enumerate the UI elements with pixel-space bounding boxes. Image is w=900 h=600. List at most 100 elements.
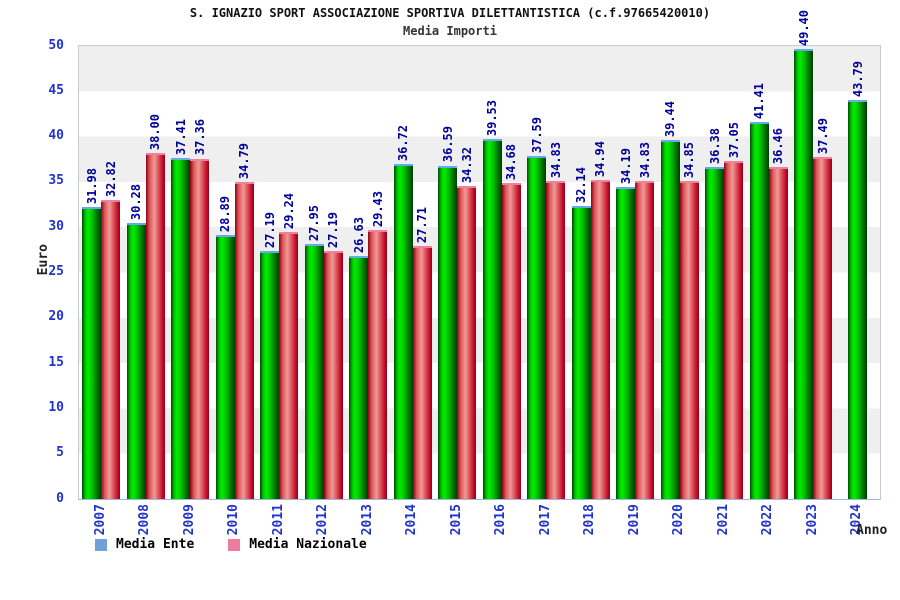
- bar-media-ente-2015: 36.59: [438, 126, 458, 499]
- value-label: 38.00: [148, 113, 163, 150]
- value-label: 27.95: [307, 204, 322, 241]
- x-tick-2011: 2011: [256, 504, 301, 535]
- bar-group-2024: 43.79: [836, 46, 881, 499]
- value-label: 37.36: [192, 119, 207, 156]
- bar-group-2012: 27.95 27.19: [302, 46, 347, 499]
- bar-groups: 31.98 32.82 30.28 38.00 37.41 37.36 28.89 34.79…: [79, 10, 881, 499]
- bar-media-nazionale-2018: 34.94: [590, 141, 610, 499]
- value-label: 34.94: [593, 141, 608, 178]
- x-tick-label: 2014: [404, 504, 420, 536]
- value-label: 36.38: [707, 128, 722, 165]
- x-tick-label: 2008: [137, 504, 153, 536]
- x-tick-2016: 2016: [479, 504, 524, 535]
- bar-media-ente-2012: 27.95: [304, 205, 324, 499]
- bar-media-nazionale-2021: 37.05: [724, 122, 744, 499]
- x-tick-2017: 2017: [523, 504, 568, 535]
- y-tick-label: 0: [56, 490, 64, 506]
- bar-media-ente-2018: 32.14: [571, 167, 591, 499]
- legend: Media Ente Media Nazionale: [95, 538, 367, 551]
- value-label: 36.72: [396, 125, 411, 162]
- x-tick-2019: 2019: [612, 504, 657, 535]
- bar-media-nazionale-2023: 37.49: [813, 118, 833, 499]
- plot-area: 31.98 32.82 30.28 38.00 37.41 37.36 28.89 34.79…: [78, 10, 881, 500]
- x-tick-label: 2010: [226, 504, 242, 536]
- value-label: 34.68: [504, 143, 519, 180]
- y-tick-label: 20: [48, 309, 64, 325]
- bar-group-2010: 28.89 34.79: [213, 46, 258, 499]
- x-tick-label: 2022: [760, 504, 776, 536]
- value-label: 32.14: [574, 166, 589, 203]
- x-tick-label: 2018: [582, 504, 598, 536]
- x-tick-2020: 2020: [657, 504, 702, 535]
- bar-group-2016: 39.53 34.68: [480, 46, 525, 499]
- x-tick-label: 2013: [359, 504, 375, 536]
- legend-item-media-ente: Media Ente: [95, 538, 194, 551]
- value-label: 29.24: [281, 192, 296, 230]
- bar-group-2013: 26.63 29.43: [346, 46, 391, 499]
- bar-media-nazionale-2012: 27.19: [323, 212, 343, 499]
- y-tick-label: 15: [48, 354, 64, 370]
- bar-group-2020: 39.44 34.85: [658, 46, 703, 499]
- y-tick-label: 45: [48, 82, 64, 98]
- value-label: 26.63: [351, 216, 366, 253]
- value-label: 27.19: [326, 211, 341, 248]
- value-label: 27.19: [262, 211, 277, 248]
- legend-label-media-ente: Media Ente: [116, 537, 195, 552]
- legend-label-media-nazionale: Media Nazionale: [249, 537, 367, 552]
- bar-media-nazionale-2009: 37.36: [190, 119, 210, 499]
- y-tick-label: 50: [48, 37, 64, 53]
- value-label: 36.46: [771, 127, 786, 164]
- bar-media-nazionale-2008: 38.00: [145, 114, 165, 499]
- value-label: 34.79: [237, 142, 252, 179]
- bar-media-nazionale-2017: 34.83: [546, 142, 566, 499]
- x-tick-label: 2020: [671, 504, 687, 536]
- bar-group-2014: 36.72 27.71: [391, 46, 436, 499]
- x-tick-2021: 2021: [701, 504, 746, 535]
- bar-media-ente-2013: 26.63: [349, 217, 369, 499]
- x-axis-ticks: 2007 2008 2009 2010 2011 2012 2013 2014 2015 2016…: [78, 504, 879, 535]
- bar-media-nazionale-2014: 27.71: [412, 207, 432, 499]
- bar-media-ente-2008: 30.28: [126, 184, 146, 499]
- x-axis-title: Anno: [856, 523, 888, 538]
- value-label: 39.53: [485, 99, 500, 136]
- bar-media-ente-2014: 36.72: [393, 125, 413, 499]
- bar-media-nazionale-2022: 36.46: [768, 128, 788, 499]
- y-tick-label: 35: [48, 173, 64, 189]
- bar-media-nazionale-2015: 34.32: [457, 147, 477, 499]
- bar-group-2011: 27.19 29.24: [257, 46, 302, 499]
- x-tick-label: 2007: [92, 504, 108, 536]
- bar-media-ente-2024: 43.79: [848, 61, 868, 499]
- x-tick-2008: 2008: [123, 504, 168, 535]
- bar-media-ente-2022: 41.41: [749, 83, 769, 499]
- bar-media-ente-2019: 34.19: [616, 148, 636, 499]
- bar-media-ente-2009: 37.41: [171, 119, 191, 499]
- bar-group-2015: 36.59 34.32: [435, 46, 480, 499]
- x-tick-2023: 2023: [790, 504, 835, 535]
- value-label: 37.59: [529, 117, 544, 154]
- value-label: 37.41: [173, 118, 188, 156]
- bar-media-nazionale-2019: 34.83: [635, 142, 655, 499]
- value-label: 32.82: [103, 160, 118, 197]
- value-label: 27.71: [415, 206, 430, 243]
- bar-media-nazionale-2013: 29.43: [368, 191, 388, 499]
- bar-group-2021: 36.38 37.05: [702, 46, 747, 499]
- x-tick-label: 2015: [448, 504, 464, 536]
- bar-media-ente-2020: 39.44: [660, 101, 680, 499]
- bar-group-2022: 41.41 36.46: [747, 46, 792, 499]
- value-label: 39.44: [663, 100, 678, 137]
- x-tick-2014: 2014: [390, 504, 435, 535]
- value-label: 36.59: [440, 126, 455, 163]
- x-tick-label: 2021: [715, 504, 731, 536]
- bar-group-2008: 30.28 38.00: [124, 46, 169, 499]
- bar-media-nazionale-2010: 34.79: [234, 143, 254, 499]
- bar-media-ente-2023: 49.40: [794, 10, 814, 499]
- x-tick-2013: 2013: [345, 504, 390, 535]
- y-tick-label: 10: [48, 399, 64, 415]
- legend-item-media-nazionale: Media Nazionale: [228, 537, 367, 552]
- value-label: 34.19: [618, 148, 633, 185]
- bar-group-2023: 49.40 37.49: [791, 10, 836, 499]
- bar-group-2007: 31.98 32.82: [79, 46, 124, 499]
- value-label: 30.28: [129, 183, 144, 220]
- bar-media-ente-2021: 36.38: [705, 128, 725, 499]
